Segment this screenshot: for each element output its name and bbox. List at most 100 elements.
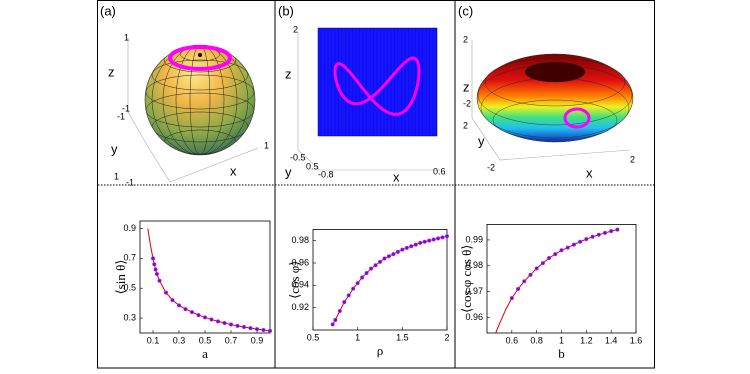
data-point: [164, 290, 169, 295]
data-point: [386, 254, 391, 259]
y-tick-label: 0.5: [123, 283, 136, 293]
data-point: [553, 252, 558, 257]
data-point: [427, 238, 432, 243]
data-point: [203, 315, 208, 320]
data-point: [196, 313, 201, 318]
x-tick-label: 1.5: [396, 332, 409, 342]
data-point: [229, 322, 234, 327]
x-tick-label: 0.6: [506, 335, 519, 345]
data-point: [522, 279, 527, 284]
data-point: [418, 240, 423, 245]
plot-frame: [486, 223, 637, 334]
axis-box: [169, 147, 259, 183]
tick-label: 1: [124, 32, 129, 42]
tick-label: -2: [487, 162, 495, 172]
data-point: [346, 293, 351, 298]
torus-hole: [524, 61, 586, 83]
data-point: [596, 232, 601, 237]
data-point: [615, 227, 620, 232]
axis-label: z: [463, 79, 470, 94]
pole: [198, 53, 202, 57]
data-point: [222, 320, 227, 325]
x-tick-label: 1.6: [630, 335, 643, 345]
y-tick-label: 0.98: [291, 235, 309, 245]
data-point: [355, 281, 360, 286]
axis-label: y: [478, 133, 485, 148]
axis-label: (c): [458, 3, 473, 18]
figure-frame: [97, 0, 655, 369]
tick-label: -0.8: [318, 169, 334, 179]
x-tick-label: 0.3: [173, 335, 186, 345]
y-tick-label: 0.92: [291, 302, 309, 312]
data-point: [409, 244, 414, 249]
data-point: [153, 267, 158, 272]
data-point: [151, 256, 156, 261]
data-point: [177, 303, 182, 308]
axis-box: [127, 38, 171, 183]
data-point: [609, 229, 614, 234]
data-point: [540, 261, 545, 266]
data-point: [152, 262, 157, 267]
data-point: [590, 234, 595, 239]
data-point: [190, 310, 195, 315]
axis-label: x: [393, 169, 400, 184]
cylinder-surface: [297, 27, 440, 171]
data-point: [413, 242, 418, 247]
y-tick-label: 0.3: [123, 312, 136, 322]
data-point: [444, 234, 449, 239]
data-point: [422, 239, 427, 244]
axis-box: [471, 40, 631, 161]
data-point: [400, 247, 405, 252]
data-point: [154, 272, 159, 277]
data-point: [369, 266, 374, 271]
axis-label: (b): [278, 3, 294, 18]
axis-label: y: [111, 141, 118, 156]
tick-label: 1: [264, 140, 269, 150]
data-point: [404, 245, 409, 250]
data-point: [578, 239, 583, 244]
y-tick-label: 0.96: [465, 312, 483, 322]
data-point: [516, 287, 521, 292]
x-tick-label: 1.4: [605, 335, 618, 345]
data-point: [216, 319, 221, 324]
y-axis-label: ⟨cos φ cos θ⟩: [459, 245, 474, 313]
data-point: [565, 245, 570, 250]
data-point: [170, 298, 175, 303]
tick-label: -0.5: [290, 152, 306, 162]
data-point: [330, 322, 335, 327]
x-tick-label: 0.7: [225, 335, 238, 345]
x-tick-label: 1: [355, 332, 360, 342]
y-tick-label: 0.98: [465, 260, 483, 270]
data-point: [395, 249, 400, 254]
curve: [495, 229, 618, 334]
data-point: [267, 328, 272, 333]
sphere-surface: [127, 38, 259, 183]
plot-frame: [312, 229, 448, 331]
x-axis-label: ρ: [377, 343, 384, 358]
data-point: [571, 242, 576, 247]
orbit-ring: [563, 107, 591, 129]
torus: [476, 53, 634, 143]
data-point: [235, 323, 240, 328]
tick-label: 0.5: [306, 161, 319, 171]
data-point: [509, 296, 514, 301]
axis-label: x: [586, 165, 593, 180]
tick-label: 2: [293, 24, 298, 34]
x-axis-label: b: [558, 346, 565, 361]
curve: [147, 228, 271, 332]
tick-label: 1: [114, 171, 119, 181]
tick-label: -1: [117, 111, 125, 121]
x-tick-label: 0.8: [530, 335, 543, 345]
tick-label: 2: [463, 120, 468, 130]
axis-label: x: [230, 163, 237, 178]
y-tick-label: 0.96: [291, 257, 309, 267]
data-point: [337, 309, 342, 314]
y-tick-label: 0.7: [123, 253, 136, 263]
orbit-ring: [168, 45, 232, 71]
x-tick-label: 0.5: [199, 335, 212, 345]
data-point: [248, 326, 253, 331]
x-tick-label: 1.2: [580, 335, 593, 345]
data-point: [559, 248, 564, 253]
